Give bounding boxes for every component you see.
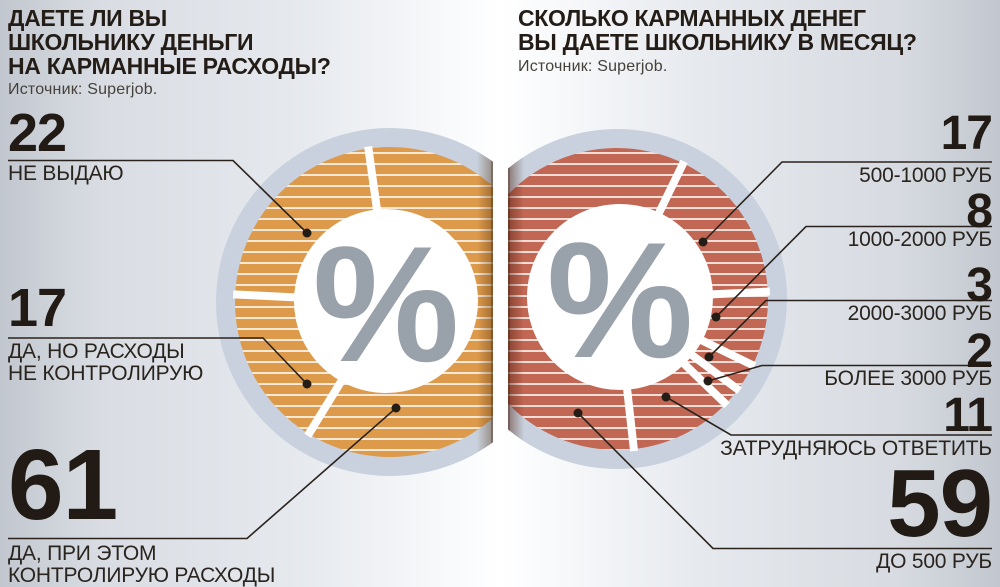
callout-left-0 bbox=[8, 159, 308, 234]
stat-value-kontroliruyu: 61 bbox=[8, 429, 118, 541]
callout-dot-right-4 bbox=[661, 392, 671, 402]
left-pie-chart bbox=[216, 128, 493, 476]
left-chart-title: ДАЕТЕ ЛИ ВЫ ШКОЛЬНИКУ ДЕНЬГИ НА КАРМАННЫ… bbox=[8, 5, 331, 79]
callout-dot-right-2 bbox=[704, 352, 714, 362]
callout-right-3 bbox=[707, 364, 992, 382]
callout-right-4 bbox=[665, 396, 992, 436]
stat-label-ne-kontroliruyu: ДА, НО РАСХОДЫ НЕ КОНТРОЛИРУЮ bbox=[8, 340, 204, 385]
stat-value-500-1000: 17 bbox=[940, 107, 993, 160]
callout-dot-left-0 bbox=[302, 228, 312, 238]
callout-right-0 bbox=[702, 161, 992, 243]
callout-lines bbox=[8, 159, 992, 550]
right-pie-chart bbox=[508, 129, 787, 469]
stat-label-500-1000: 500-1000 РУБ bbox=[859, 164, 992, 187]
callout-dot-right-1 bbox=[711, 312, 721, 322]
right-chart-source: Источник: Superjob. bbox=[518, 58, 668, 75]
stat-label-zatrudnyayus: ЗАТРУДНЯЮСЬ ОТВЕТИТЬ bbox=[720, 437, 992, 460]
stat-value-1000-2000: 8 bbox=[966, 185, 993, 238]
right-percent-symbol: % bbox=[547, 208, 694, 392]
stat-label-bolee-3000: БОЛЕЕ 3000 РУБ bbox=[824, 367, 992, 390]
callout-right-5 bbox=[577, 412, 992, 550]
callout-dot-right-0 bbox=[698, 237, 708, 247]
stat-label-ne-vydayu: НЕ ВЫДАЮ bbox=[8, 162, 124, 185]
stat-label-kontroliruyu: ДА, ПРИ ЭТОМ КОНТРОЛИРУЮ РАСХОДЫ bbox=[8, 542, 276, 587]
stat-value-ne-vydayu: 22 bbox=[8, 103, 67, 163]
left-chart-source: Источник: Superjob. bbox=[8, 81, 158, 98]
stat-value-ne-kontroliruyu: 17 bbox=[8, 278, 67, 338]
stat-value-bolee-3000: 2 bbox=[966, 325, 993, 378]
stat-label-1000-2000: 1000-2000 РУБ bbox=[847, 228, 993, 251]
callout-right-2 bbox=[708, 299, 992, 358]
stat-label-do-500: ДО 500 РУБ bbox=[876, 550, 992, 573]
stat-value-do-500: 59 bbox=[887, 450, 993, 557]
callout-left-1 bbox=[8, 337, 308, 385]
stat-value-zatrudnyayus: 11 bbox=[943, 389, 993, 442]
callout-right-1 bbox=[715, 225, 992, 318]
callout-dot-right-3 bbox=[703, 376, 713, 386]
callout-dot-right-5 bbox=[573, 408, 583, 418]
callout-left-2 bbox=[8, 407, 397, 540]
callout-dot-left-1 bbox=[302, 379, 312, 389]
stat-value-2000-3000: 3 bbox=[966, 259, 993, 312]
callout-dot-left-2 bbox=[391, 403, 401, 413]
right-chart-title: СКОЛЬКО КАРМАННЫХ ДЕНЕГ ВЫ ДАЕТЕ ШКОЛЬНИ… bbox=[518, 5, 917, 55]
stat-label-2000-3000: 2000-3000 РУБ bbox=[847, 302, 993, 325]
left-percent-symbol: % bbox=[313, 212, 460, 396]
